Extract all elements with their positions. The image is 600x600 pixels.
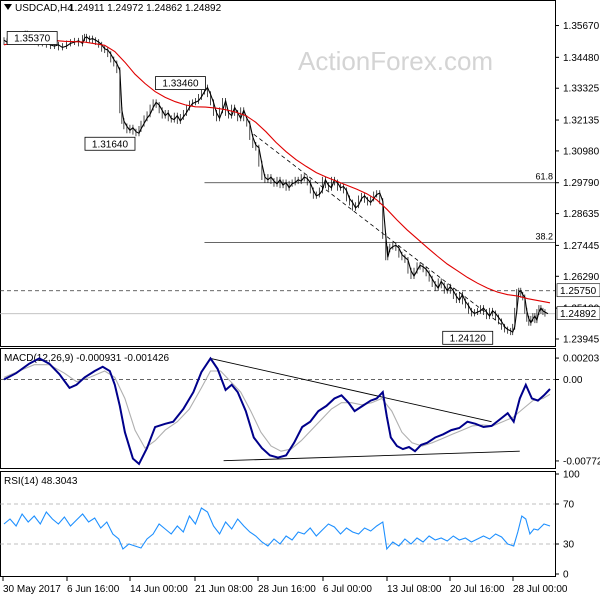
- moving-average-line: [3, 39, 551, 304]
- x-tick-label: 28 Jun 16:00: [258, 584, 316, 595]
- price-annotation-box: [6, 31, 58, 45]
- rsi-y-tick-label: 100: [563, 470, 580, 481]
- price-y-tick-label: 1.23945: [563, 334, 600, 345]
- macd-trendline: [223, 450, 520, 462]
- ohlc-label: 1.24911 1.24972 1.24862 1.24892: [69, 3, 222, 14]
- price-y-tick-label: 1.32135: [563, 116, 600, 127]
- price-annotation-box: [155, 76, 206, 91]
- rsi-title: RSI(14) 48.3043: [4, 476, 78, 487]
- price-y-tick-label: 1.29790: [563, 178, 600, 189]
- macd-y-tick-label: 0.00: [563, 375, 583, 386]
- price-y-tick-label: 1.26290: [563, 272, 600, 283]
- last-price-tag-box: [556, 306, 600, 320]
- x-tick-label: 6 Jun 16:00: [67, 584, 120, 595]
- watermark: ActionForex.com: [298, 46, 493, 76]
- macd-panel: MACD(12,26,9) -0.000931 -0.001426 0.0020…: [0, 348, 600, 469]
- resistance-tag-box: [556, 283, 600, 298]
- rsi-y-tick-label: 0: [563, 570, 569, 581]
- macd-y-tick-label: 0.00203: [563, 354, 600, 365]
- macd-y-tick-label: -0.00772: [563, 456, 600, 467]
- x-tick-label: 28 Jul 00:00: [513, 584, 568, 595]
- x-tick-label: 13 Jul 08:00: [387, 584, 442, 595]
- price-y-tick-label: 1.35670: [563, 21, 600, 32]
- price-y-tick-label: 1.27445: [563, 241, 600, 252]
- macd-line: [3, 356, 551, 466]
- price-annotation-label: 1.35370: [14, 34, 51, 45]
- fib-level-label: 61.8: [535, 172, 553, 182]
- x-tick-label: 21 Jun 08:00: [195, 584, 253, 595]
- macd-trendline: [210, 357, 492, 423]
- resistance-tag: 1.25750: [560, 286, 597, 297]
- dropdown-arrow-icon[interactable]: [4, 4, 12, 10]
- price-annotation-label: 1.33460: [162, 79, 199, 90]
- price-y-tick-label: 1.34480: [563, 53, 600, 64]
- fib-level-label: 38.2: [535, 232, 553, 242]
- x-tick-label: 20 Jul 16:00: [450, 584, 505, 595]
- price-panel: ActionForex.com USDCAD,H4 1.24911 1.2497…: [0, 0, 600, 347]
- x-tick-label: 6 Jul 00:00: [323, 584, 372, 595]
- symbol-label: USDCAD,H4: [15, 3, 73, 14]
- rsi-panel: RSI(14) 48.3043 100 70 30 0: [0, 470, 580, 581]
- x-axis: 30 May 2017 6 Jun 16:00 14 Jun 00:00 21 Jun…: [2, 577, 568, 595]
- price-annotation-label: 1.24120: [450, 333, 487, 344]
- price-y-tick-label: 1.30980: [563, 146, 600, 157]
- x-tick-label: 30 May 2017: [3, 584, 61, 595]
- price-y-tick-label: 1.28635: [563, 209, 600, 220]
- price-annotation-box: [442, 330, 494, 345]
- rsi-y-tick-label: 30: [563, 540, 575, 551]
- price-annotation-box: [84, 136, 136, 151]
- price-y-tick-label: 1.33325: [563, 84, 600, 95]
- price-series-line: [3, 32, 549, 334]
- x-tick-label: 14 Jun 00:00: [130, 584, 188, 595]
- macd-title: MACD(12,26,9) -0.000931 -0.001426: [4, 353, 170, 364]
- macd-signal-line: [3, 364, 551, 452]
- rsi-line: [3, 507, 551, 551]
- price-annotation-label: 1.31640: [92, 139, 129, 150]
- price-trendline: [253, 134, 508, 330]
- rsi-y-tick-label: 70: [563, 500, 575, 511]
- last-price-tag: 1.24892: [560, 309, 597, 320]
